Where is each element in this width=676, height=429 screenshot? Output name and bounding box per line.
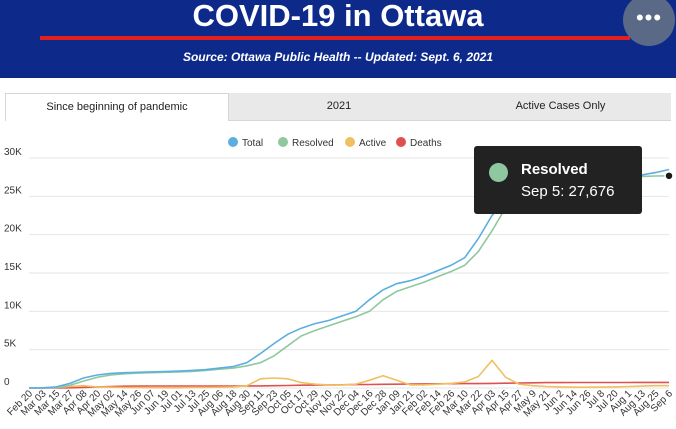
more-options-button[interactable]: •••: [623, 0, 675, 46]
legend-label-total: Total: [242, 138, 263, 149]
legend-label-deaths: Deaths: [410, 138, 442, 149]
legend-marker-resolved: [278, 137, 288, 147]
header-banner: COVID-19 in Ottawa Source: Ottawa Public…: [0, 0, 676, 78]
tab-active-cases-only[interactable]: Active Cases Only: [515, 100, 606, 112]
tooltip-series-dot: [489, 163, 508, 182]
tab-2021[interactable]: 2021: [326, 100, 352, 112]
tooltip-value: Sep 5: 27,676: [521, 183, 615, 200]
legend-marker-deaths: [396, 137, 406, 147]
chart-tooltip: Resolved Sep 5: 27,676: [474, 146, 642, 214]
y-tick-label: 10K: [4, 300, 22, 311]
legend-marker-total: [228, 137, 238, 147]
tab-since-beginning[interactable]: Since beginning of pandemic: [5, 93, 229, 121]
y-tick-label: 20K: [4, 224, 22, 235]
legend-label-active: Active: [359, 138, 387, 149]
title-underline: [40, 36, 630, 40]
series-line-active: [28, 359, 669, 389]
hover-point-marker: [664, 171, 674, 181]
y-tick-label: 0: [4, 377, 10, 388]
page-subtitle: Source: Ottawa Public Health -- Updated:…: [182, 50, 494, 64]
y-tick-label: 25K: [4, 185, 22, 196]
legend-marker-active: [345, 137, 355, 147]
y-tick-label: 15K: [4, 262, 22, 273]
y-tick-label: 5K: [4, 339, 17, 350]
page-title: COVID-19 in Ottawa: [192, 0, 484, 33]
tab-bar: Since beginning of pandemic 2021 Active …: [5, 93, 671, 121]
y-tick-label: 30K: [4, 147, 22, 158]
legend-label-resolved: Resolved: [292, 138, 334, 149]
tooltip-series-name: Resolved: [521, 161, 588, 178]
